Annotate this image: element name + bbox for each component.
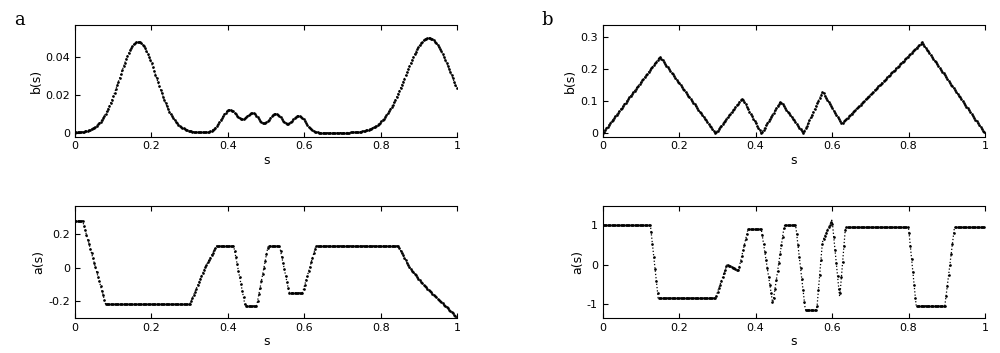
Y-axis label: b(s): b(s): [564, 68, 577, 93]
Text: a: a: [14, 11, 25, 29]
X-axis label: s: s: [791, 154, 797, 167]
X-axis label: s: s: [263, 154, 269, 167]
Text: b: b: [541, 11, 553, 29]
Y-axis label: a(s): a(s): [33, 250, 46, 274]
Y-axis label: b(s): b(s): [30, 68, 43, 93]
Y-axis label: a(s): a(s): [571, 250, 584, 274]
X-axis label: s: s: [263, 335, 269, 348]
X-axis label: s: s: [791, 335, 797, 348]
